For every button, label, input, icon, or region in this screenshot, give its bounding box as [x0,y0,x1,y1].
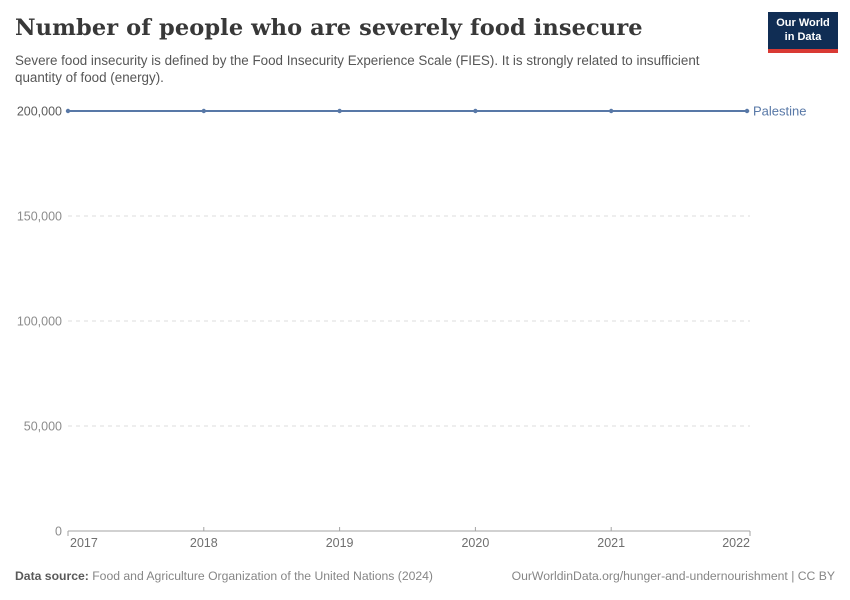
line-chart-svg: 0 50,000 100,000 150,000 200,000 2017 2018 2019… [17,104,807,551]
y-tick-label: 200,000 [17,105,62,119]
data-point[interactable] [473,108,478,114]
line-chart: 0 50,000 100,000 150,000 200,000 2017 2018 2019… [0,90,850,565]
data-point[interactable] [201,108,206,114]
owid-logo-line1: Our World [776,17,830,29]
x-tick-label: 2021 [597,536,625,550]
owid-logo[interactable]: Our World in Data [768,12,838,53]
chart-footer: Data source: Food and Agriculture Organi… [15,569,835,583]
y-tick-label: 0 [55,525,62,539]
x-tick-label: 2019 [326,536,354,550]
data-point[interactable] [744,108,750,114]
y-tick-label: 150,000 [17,210,62,224]
chart-subtitle: Severe food insecurity is defined by the… [15,53,700,86]
x-tick-label: 2018 [190,536,218,550]
y-tick-label: 50,000 [24,420,62,434]
entity-label[interactable]: Palestine [753,104,806,119]
y-tick-label: 100,000 [17,315,62,329]
data-point[interactable] [609,108,614,114]
data-source-label: Data source: [15,569,89,583]
x-tick-label: 2017 [70,536,98,550]
owid-url-link[interactable]: OurWorldinData.org/hunger-and-undernouri… [511,569,788,583]
footer-separator: | [791,569,795,583]
data-source-text: Food and Agriculture Organization of the… [92,569,433,583]
data-point[interactable] [65,108,71,114]
x-tick-label: 2020 [461,536,489,550]
x-tick-label: 2022 [722,536,750,550]
owid-logo-line2: in Data [784,30,822,43]
data-source-note: Data source: Food and Agriculture Organi… [15,569,433,583]
data-point[interactable] [337,108,342,114]
license-text: CC BY [797,569,835,583]
footer-attribution: OurWorldinData.org/hunger-and-undernouri… [512,569,835,583]
chart-title: Number of people who are severely food i… [15,15,643,41]
